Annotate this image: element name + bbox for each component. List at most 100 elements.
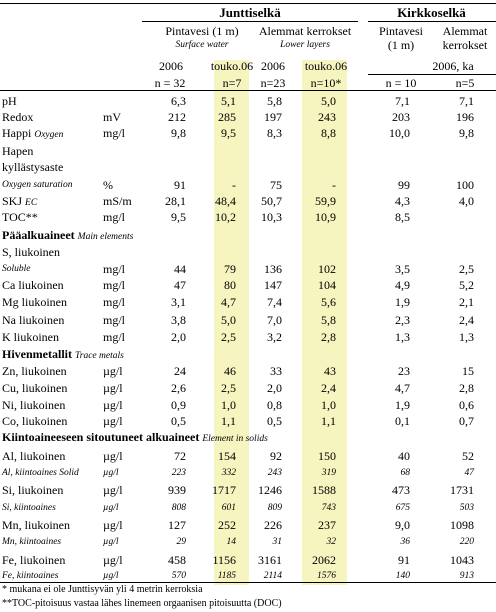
value-cell-col-2: 46 [224,364,236,378]
table-row: Mg liukoinen mg/l 3,1 4,7 7,4 5,6 1,9 2,1 [0,295,496,309]
value-cell-col-6: 47 [464,468,475,478]
table-row: Al, liukoinen µg/l 72 154 92 150 40 52 [0,449,496,463]
table-row: Si, liukoinen µg/l 939 1717 1246 1588 473 1731 [0,483,496,497]
value-cell-col-3: 136 [264,262,282,276]
value-cell-col-3: 197 [264,110,282,124]
value-cell-col-1: 939 [168,483,186,497]
value-cell-col-1: 44 [174,262,186,276]
row-unit: mg/l [103,330,126,344]
row-label: Redox [2,110,33,124]
value-cell-col-5: 1,3 [395,330,410,344]
value-cell-col-4: 1,0 [321,398,336,412]
row-label-text: Fe, liukoinen [2,553,66,567]
value-cell-col-2: 332 [221,468,236,478]
row-label-text: Ca liukoinen [2,278,64,292]
row-unit: µg/l [103,398,123,412]
value-cell-col-6: 220 [459,537,474,547]
row-label-text: Na liukoinen [2,313,65,327]
value-cell-col-2: 5,0 [221,313,236,327]
table-row: Soluble mg/l 44 79 136 102 3,5 2,5 [0,262,496,276]
row-label: Mg liukoinen [2,295,67,309]
table-row: K liukoinen mg/l 2,0 2,5 3,2 2,8 1,3 1,3 [0,330,496,344]
table-row: Oxygen saturation% 91 - 75 - 99 100 [0,178,496,192]
value-cell-col-4: 10,9 [315,210,336,224]
group-rule-kirkkoselka [368,21,496,22]
value-cell-col-4: 102 [318,262,336,276]
value-cell-col-1: 28,1 [165,194,186,208]
row-label-text: Si, liukoinen [2,483,64,497]
value-cell-col-6: 0,7 [459,414,474,428]
row-label-text: Mn, liukoinen [2,518,70,532]
value-cell-col-1: 29 [176,537,187,547]
year-rule-kirkko [368,74,496,75]
value-cell-col-5: 68 [400,468,411,478]
n-col-1: n = 32 [154,76,186,90]
row-label: Na liukoinen [2,313,64,327]
n-col-5: n = 10 [385,76,417,90]
row-label-text: Si, kiintoaines [2,503,56,513]
value-cell-col-4: 319 [321,468,336,478]
value-cell-col-3: 1246 [258,483,282,497]
value-cell-col-6: 9,8 [459,126,474,140]
row-label-text: Oxygen saturation [2,180,73,190]
value-cell-col-2: 154 [218,449,236,463]
value-cell-col-6: 1043 [450,553,474,567]
row-unit: µg/l [103,537,119,547]
row-label-text: Redox [2,110,34,124]
row-unit: µg/l [103,553,123,567]
value-cell-col-6: 100 [456,178,474,192]
subheader-surface-water: Pintavesi (1 m) [165,24,239,38]
row-label-en: EC [25,198,38,208]
row-label-text: kyllästysaste [2,160,64,174]
value-cell-col-5: 4,9 [395,278,410,292]
value-cell-col-1: 91 [174,178,186,192]
table-row: Hapen [0,144,496,158]
subheader-k-surface-1: Pintavesi [379,24,423,38]
value-cell-col-3: 5,8 [267,94,282,108]
value-cell-col-2: 1,0 [221,398,236,412]
row-label: Al, liukoinen [2,449,65,463]
value-cell-col-2: 252 [218,518,236,532]
value-cell-col-6: 52 [462,449,474,463]
n-col-3: n=23 [260,76,286,90]
section-note: Main elements [77,232,134,242]
value-cell-col-6: 913 [459,571,474,581]
table-row: pH 6,3 5,1 5,8 5,0 7,1 7,1 [0,94,496,108]
row-label: Mn, liukoinen [2,518,70,532]
row-label: Fe, kiintoaines [2,569,58,583]
value-cell-col-6: 2,8 [459,381,474,395]
value-cell-col-3: 8,3 [267,126,282,140]
value-cell-col-2: 1,1 [221,414,236,428]
n-col-4: n=10* [310,76,342,90]
value-cell-col-5: 2,3 [395,313,410,327]
value-cell-col-2: 2,5 [221,330,236,344]
value-cell-col-2: 9,5 [221,126,236,140]
table-row: Fe, liukoinen µg/l 458 1156 3161 2062 91 1043 [0,553,496,567]
row-unit: µg/l [103,518,123,532]
subheader-k-surface-2: (1 m) [387,38,415,52]
highlight-column-surface-may [214,60,249,585]
highlight-column-lower-may [302,60,347,585]
subheader-surface-water-en: Surface water [175,40,229,50]
value-cell-col-6: 15 [462,364,474,378]
row-label: Zn, liukoinen [2,364,67,378]
row-unit: µg/l [103,414,123,428]
value-cell-col-4: 1,1 [321,414,336,428]
table-row: Al, kiintoaines Solid µg/l 223 332 243 319 68 4… [0,466,496,480]
row-unit: mg/l [103,313,126,327]
section-note: Trace metals [74,351,124,361]
value-cell-col-1: 3,8 [171,313,186,327]
row-label: Ca liukoinen [2,278,64,292]
row-label: Ni, liukoinen [2,398,65,412]
value-cell-col-5: 3,5 [395,262,410,276]
row-label-text: Fe, kiintoaines [2,571,59,581]
value-cell-col-4: 150 [318,449,336,463]
value-cell-col-1: 47 [174,278,186,292]
section-line: Hivenmetallit Trace metals [2,347,124,363]
row-unit: % [103,178,113,192]
value-cell-col-5: 40 [398,449,410,463]
subheader-k-lower-2: kerrokset [442,38,488,52]
subheader-lower-layers-en: Lower layers [280,40,330,50]
value-cell-col-1: 212 [168,110,186,124]
section-header: Pääalkuaineet Main elements [0,228,496,242]
